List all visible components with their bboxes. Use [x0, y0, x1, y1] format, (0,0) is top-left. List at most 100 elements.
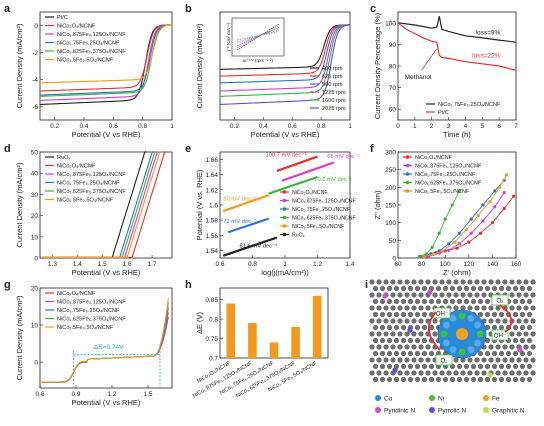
y-tick-label: 10: [31, 323, 39, 330]
graphene-atom: [530, 370, 536, 376]
graphene-atom: [495, 318, 501, 324]
legend-entry: NiCo₁.75Fe₀.25O₄/NCNF: [438, 102, 501, 108]
species-label: OH⁻: [436, 312, 448, 318]
dopant-atom: [517, 347, 523, 353]
slope-label: 81.6 mV dec⁻¹: [240, 243, 278, 249]
data-point: [455, 246, 459, 250]
graphene-atom: [512, 311, 519, 318]
graphene-atom: [498, 285, 505, 292]
data-point: [512, 194, 516, 198]
graphene-atom: [393, 311, 400, 318]
y-tick-label: 1.54: [205, 248, 218, 255]
graphene-atom: [519, 337, 526, 344]
x-axis-label: Potential (V vs RHE): [72, 398, 141, 407]
legend-entry: NiCo₁.5Fe₀.5O₄/NCNF: [57, 325, 114, 331]
legend-entry: RuO₂: [292, 233, 305, 239]
graphene-atom: [526, 363, 533, 370]
series-group-g: ΔE=0.74V: [40, 297, 169, 388]
y-tick-label: 1.58: [205, 218, 218, 225]
graphene-atom: [442, 285, 449, 292]
graphene-atom: [411, 331, 417, 337]
data-point: [481, 203, 485, 207]
graphene-atom: [484, 298, 491, 305]
data-point: [453, 240, 457, 244]
legend-entry: NiCo₁.75Fe₀.25O₄/NCNF: [57, 181, 120, 187]
graphene-atom: [435, 376, 442, 383]
legend-marker: [405, 163, 410, 168]
y-tick-label: 10: [31, 234, 39, 241]
legend-b: 400 rpm 625 rpm 900 rpm 1225 rpm 1600 rpm 202…: [310, 66, 346, 112]
y-tick-label: 80: [389, 64, 397, 71]
x-tick-label: 1.4: [345, 261, 354, 268]
graphene-atom: [400, 311, 407, 318]
graphene-atom: [526, 311, 533, 318]
y-tick-label: 0: [392, 256, 396, 263]
graphene-atom: [530, 318, 536, 324]
graphene-atom: [386, 324, 393, 331]
graphene-atom: [421, 285, 428, 292]
graphene-atom: [386, 311, 393, 318]
graphene-atom: [484, 285, 491, 292]
x-tick-label: 0.2: [50, 123, 59, 130]
legend-i: Co Ni Fe Pyridinic N Pyrrolic N Graphitic N: [375, 395, 525, 415]
graphene-atom: [481, 357, 487, 363]
x-tick-label: 2: [430, 123, 434, 130]
particle-atom: [458, 312, 466, 320]
graphene-atom: [390, 305, 396, 311]
graphene-atom: [418, 292, 424, 298]
graphene-atom: [512, 376, 519, 383]
legend-entry: 1225 rpm: [322, 90, 346, 96]
legend-entry: 2025 rpm: [322, 106, 346, 112]
graphene-atom: [477, 311, 484, 318]
x-tick-label: 0: [396, 123, 400, 130]
graphene-atom: [376, 305, 382, 311]
graphene-atom: [435, 298, 442, 305]
series-group-c: loss=9% loss=22% Methanol: [397, 16, 517, 81]
graphene-atom: [456, 285, 463, 292]
x-tick-label: 1.3: [48, 261, 57, 268]
graphene-atom: [491, 311, 498, 318]
series-line: [39, 24, 172, 92]
graphene-atom: [414, 376, 421, 383]
legend-dot: [483, 407, 489, 413]
graphene-atom: [446, 292, 452, 298]
y-tick-label: 200: [385, 185, 396, 192]
y-tick-label: 0: [34, 256, 38, 263]
x-tick-label: 0.4: [79, 123, 88, 130]
y-tick-label: 40: [31, 171, 39, 178]
graphene-atom: [428, 363, 435, 370]
data-point: [450, 203, 454, 207]
annotation-loss2: loss=22%: [472, 52, 501, 59]
graphene-atom: [425, 357, 431, 363]
tafel-line: [222, 236, 278, 257]
graphene-atom: [397, 344, 403, 350]
y-tick-label: 250: [385, 167, 396, 174]
graphene-atom: [481, 292, 487, 298]
graphene-atom: [509, 331, 515, 337]
y-axis-label: Current Density (mA/cm²): [15, 23, 24, 109]
legend-entry: NiCo₁.625Fe₀.375O₄/NCNF: [292, 216, 356, 222]
x-axis-label: Potential (V vs RHE): [72, 268, 141, 277]
legend-entry: Graphitic N: [492, 408, 525, 415]
graphene-atom: [519, 298, 526, 305]
particle-atom: [467, 346, 475, 353]
graphene-atom: [397, 305, 403, 311]
graphene-atom: [477, 363, 484, 370]
graphene-atom: [407, 363, 414, 370]
graphene-atom: [498, 350, 505, 357]
legend-marker: [282, 207, 287, 211]
graphene-atom: [498, 363, 505, 370]
legend-entry: NiCo₂O₄/NCNF: [57, 24, 96, 30]
graphene-atom: [418, 305, 424, 311]
legend-entry: 1600 rpm: [322, 98, 346, 104]
graphene-atom: [418, 344, 424, 350]
graphene-atom: [376, 318, 382, 324]
x-tick-label: 1.5: [98, 261, 107, 268]
data-point: [447, 248, 451, 252]
series-group-a: [39, 24, 173, 106]
graphene-atom: [495, 344, 501, 350]
graphene-atom: [379, 311, 386, 318]
graphene-atom: [411, 370, 417, 376]
x-tick-label: 0.8: [248, 261, 257, 268]
